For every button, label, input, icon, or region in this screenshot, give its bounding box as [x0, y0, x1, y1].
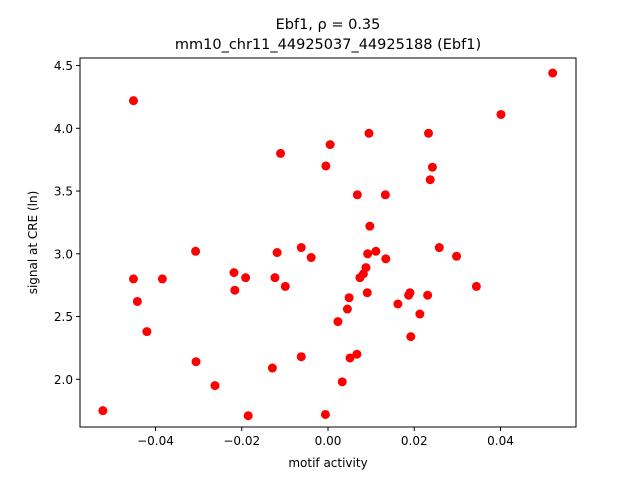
- data-point: [157, 274, 167, 284]
- data-point: [363, 249, 373, 259]
- data-point: [270, 273, 280, 283]
- data-point: [362, 288, 372, 298]
- data-point: [548, 68, 558, 78]
- data-point: [406, 332, 416, 342]
- data-point: [337, 377, 347, 387]
- data-point: [352, 190, 362, 200]
- data-point: [280, 281, 290, 291]
- data-point: [230, 285, 240, 295]
- data-point: [364, 128, 374, 138]
- data-point: [98, 406, 108, 416]
- data-point: [306, 253, 316, 263]
- data-point: [229, 268, 239, 278]
- data-point: [423, 290, 433, 300]
- y-tick-label: 4.0: [54, 122, 73, 136]
- data-point: [142, 327, 152, 337]
- data-point: [352, 349, 362, 359]
- data-point: [427, 162, 437, 172]
- chart-title-line1: Ebf1, ρ = 0.35: [276, 17, 381, 33]
- data-point: [471, 281, 481, 291]
- data-point: [361, 263, 371, 273]
- data-point: [333, 317, 343, 327]
- data-point: [272, 248, 282, 258]
- data-point: [128, 96, 138, 106]
- data-point: [381, 254, 391, 264]
- y-tick-label: 2.0: [54, 373, 73, 387]
- data-point: [241, 273, 251, 283]
- chart-title-line2: mm10_chr11_44925037_44925188 (Ebf1): [175, 37, 481, 53]
- data-point: [132, 296, 142, 306]
- y-tick-label: 3.0: [54, 247, 73, 261]
- data-point: [296, 352, 306, 362]
- data-point: [320, 409, 330, 419]
- data-point: [345, 353, 355, 363]
- x-axis: −0.04 −0.02 0.00 0.02 0.04: [137, 427, 514, 448]
- data-point: [380, 190, 390, 200]
- x-tick-label: −0.02: [223, 434, 260, 448]
- data-point: [276, 148, 286, 158]
- x-tick-label: 0.00: [315, 434, 342, 448]
- data-point: [434, 243, 444, 253]
- data-point: [365, 221, 375, 231]
- data-point: [425, 175, 435, 185]
- y-tick-label: 4.5: [54, 59, 73, 73]
- x-axis-label: motif activity: [288, 456, 367, 470]
- y-tick-label: 3.5: [54, 185, 73, 199]
- data-point: [415, 309, 425, 319]
- data-point: [191, 357, 201, 367]
- data-point: [496, 109, 506, 119]
- data-point: [344, 293, 354, 303]
- y-axis-label: signal at CRE (ln): [26, 191, 40, 295]
- data-point: [210, 381, 220, 391]
- x-tick-label: −0.04: [137, 434, 174, 448]
- y-tick-label: 2.5: [54, 310, 73, 324]
- data-point: [296, 243, 306, 253]
- data-point: [371, 246, 381, 256]
- data-point: [191, 246, 201, 256]
- data-point: [321, 161, 331, 171]
- data-point: [405, 288, 415, 298]
- data-point: [267, 363, 277, 373]
- x-tick-label: 0.02: [401, 434, 428, 448]
- y-axis: 2.0 2.5 3.0 3.5 4.0 4.5: [54, 59, 80, 387]
- data-points: [98, 68, 558, 421]
- data-point: [423, 128, 433, 138]
- data-point: [243, 411, 253, 421]
- data-point: [128, 274, 138, 284]
- data-point: [342, 304, 352, 314]
- data-point: [452, 251, 462, 261]
- data-point: [393, 299, 403, 309]
- data-point: [325, 140, 335, 150]
- x-tick-label: 0.04: [487, 434, 514, 448]
